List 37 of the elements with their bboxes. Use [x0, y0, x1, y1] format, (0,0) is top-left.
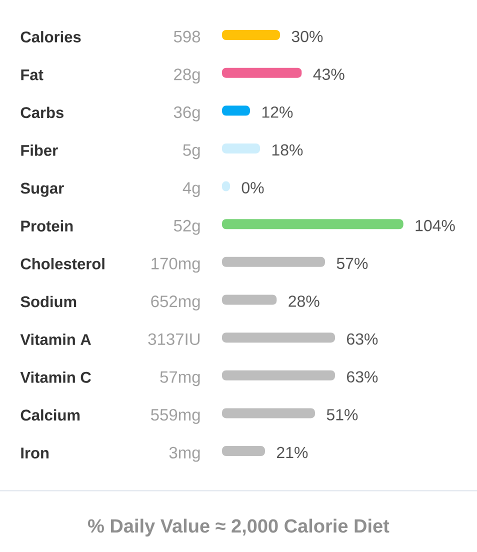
y-tick-label: Protein: [21, 220, 73, 232]
y-tick-label: Calories: [20, 31, 81, 42]
data-label: 63%: [347, 371, 378, 383]
data-label: 12%: [262, 106, 293, 118]
y-tick-label: Vitamin C: [20, 371, 91, 383]
y-tick-label: Sodium: [20, 296, 76, 308]
y2-tick-label: 652mg: [151, 296, 200, 310]
y-tick-label: Iron: [21, 448, 49, 458]
y2-tick-label: 36g: [174, 106, 200, 122]
y-tick-label: Cholesterol: [20, 258, 104, 270]
y-tick-label: Sugar: [20, 182, 64, 197]
y2-tick-label: 3mg: [169, 446, 200, 462]
y2-tick-label: 52g: [174, 220, 200, 235]
y-tick-label: Carbs: [20, 106, 64, 118]
data-label: 43%: [313, 68, 344, 80]
data-label: 57%: [336, 258, 368, 270]
y2-tick-label: 170mg: [152, 258, 200, 273]
y2-tick-label: 4g: [182, 182, 200, 198]
y2-tick-label: 3137IU: [148, 333, 200, 346]
y-tick-label: Vitamin A: [20, 334, 91, 346]
data-label: 0%: [242, 182, 264, 194]
y2-tick-label: 559mg: [151, 408, 200, 424]
y-tick-label: Calcium: [20, 409, 80, 421]
data-label: 104%: [416, 220, 455, 232]
data-label: 51%: [326, 409, 358, 420]
y-tick-label: Fiber: [21, 144, 58, 156]
y2-tick-label: 598: [174, 30, 200, 42]
data-label: 21%: [277, 446, 308, 458]
text: % Daily Value ≈ 2,000 Calorie Diet: [88, 518, 390, 536]
data-label: 28%: [288, 296, 320, 307]
data-label: 18%: [272, 144, 303, 156]
y2-tick-label: 28g: [174, 68, 200, 84]
data-label: 30%: [292, 30, 323, 42]
y2-tick-label: 57mg: [160, 371, 200, 386]
y2-tick-label: 5g: [183, 144, 200, 160]
y-tick-label: Fat: [21, 69, 44, 80]
data-label: 63%: [347, 333, 378, 345]
